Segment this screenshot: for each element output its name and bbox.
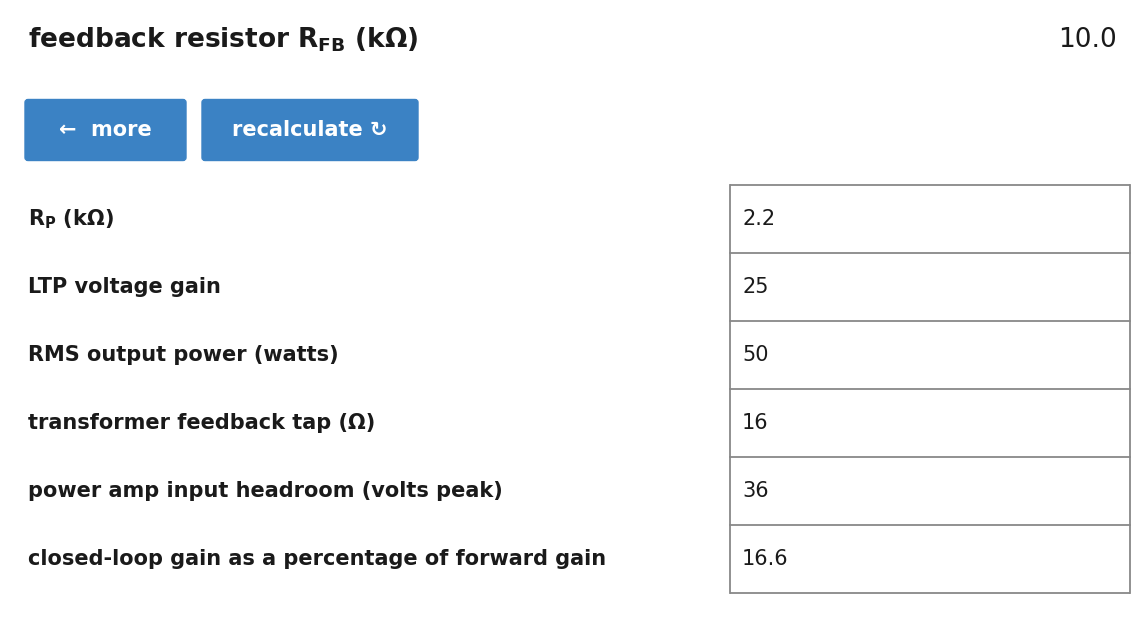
Text: recalculate ↻: recalculate ↻ <box>232 120 388 140</box>
Text: 50: 50 <box>742 345 768 365</box>
Text: 10.0: 10.0 <box>1058 27 1118 53</box>
Text: 2.2: 2.2 <box>742 209 775 229</box>
Text: ←  more: ← more <box>60 120 152 140</box>
Text: $\mathbf{R_P}$ (k$\mathbf{\Omega}$): $\mathbf{R_P}$ (k$\mathbf{\Omega}$) <box>27 207 113 231</box>
FancyBboxPatch shape <box>25 99 185 161</box>
Text: closed-loop gain as a percentage of forward gain: closed-loop gain as a percentage of forw… <box>27 549 606 569</box>
FancyBboxPatch shape <box>202 99 418 161</box>
Text: 16.6: 16.6 <box>742 549 789 569</box>
Text: 16: 16 <box>742 413 768 433</box>
Text: 25: 25 <box>742 277 768 297</box>
Text: transformer feedback tap (Ω): transformer feedback tap (Ω) <box>27 413 376 433</box>
Text: 36: 36 <box>742 481 768 501</box>
Text: feedback resistor $\mathbf{R_{FB}}$ (k$\mathbf{\Omega}$): feedback resistor $\mathbf{R_{FB}}$ (k$\… <box>27 26 418 55</box>
Text: RMS output power (watts): RMS output power (watts) <box>27 345 339 365</box>
Text: LTP voltage gain: LTP voltage gain <box>27 277 221 297</box>
Text: power amp input headroom (volts peak): power amp input headroom (volts peak) <box>27 481 503 501</box>
